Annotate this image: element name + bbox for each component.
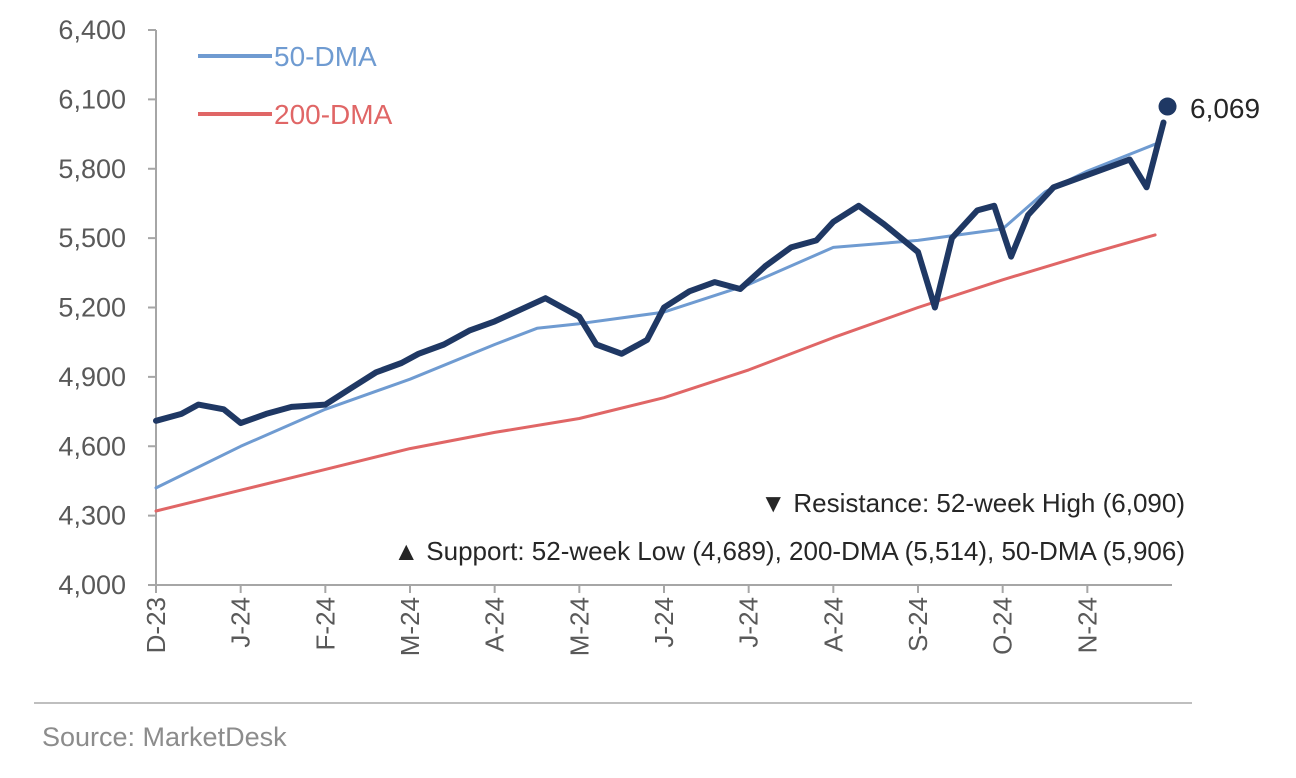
x-tick-label: S-24 — [903, 597, 933, 652]
y-tick-label: 5,800 — [58, 154, 126, 184]
x-tick-label: A-24 — [480, 597, 510, 652]
series-layer — [153, 119, 1167, 513]
x-tick-label: J-24 — [649, 597, 679, 648]
x-tick-label: F-24 — [310, 597, 340, 650]
x-tick-label: A-24 — [818, 597, 848, 652]
x-tick-label: O-24 — [988, 597, 1018, 655]
dma50-series-line — [154, 142, 1157, 490]
y-tick-label: 4,600 — [58, 431, 126, 461]
dma200-series-line — [154, 233, 1157, 513]
resistance-note: ▼ Resistance: 52-week High (6,090) — [760, 488, 1185, 518]
x-tick-label: J-24 — [734, 597, 764, 648]
legend: 50-DMA 200-DMA — [198, 41, 393, 130]
support-note: ▲ Support: 52-week Low (4,689), 200-DMA … — [393, 536, 1185, 566]
y-axis: 4,000 4,300 4,600 4,900 5,200 5,500 5,800 6,100… — [58, 15, 157, 600]
price-series-line — [153, 119, 1167, 427]
x-tick-label: N-24 — [1072, 597, 1102, 653]
x-axis: D-23 J-24 F-24 M-24 A-24 M-24 J-24 J-24 A-24 S-24… — [141, 584, 1172, 656]
x-tick-label: J-24 — [226, 597, 256, 648]
legend-label-50dma: 50-DMA — [274, 41, 377, 72]
last-value-marker — [1158, 97, 1177, 116]
last-value-label: 6,069 — [1190, 93, 1260, 124]
y-tick-label: 4,900 — [58, 362, 126, 392]
x-tick-label: D-23 — [141, 597, 171, 653]
x-tick-label: M-24 — [395, 597, 425, 656]
y-tick-label: 6,400 — [58, 15, 126, 45]
y-tick-label: 4,300 — [58, 501, 126, 531]
legend-label-200dma: 200-DMA — [274, 99, 393, 130]
y-tick-label: 4,000 — [58, 570, 126, 600]
x-tick-label: M-24 — [564, 597, 594, 656]
y-tick-label: 5,200 — [58, 293, 126, 323]
source-note: Source: MarketDesk — [42, 722, 287, 752]
y-tick-label: 6,100 — [58, 84, 126, 114]
y-tick-label: 5,500 — [58, 223, 126, 253]
